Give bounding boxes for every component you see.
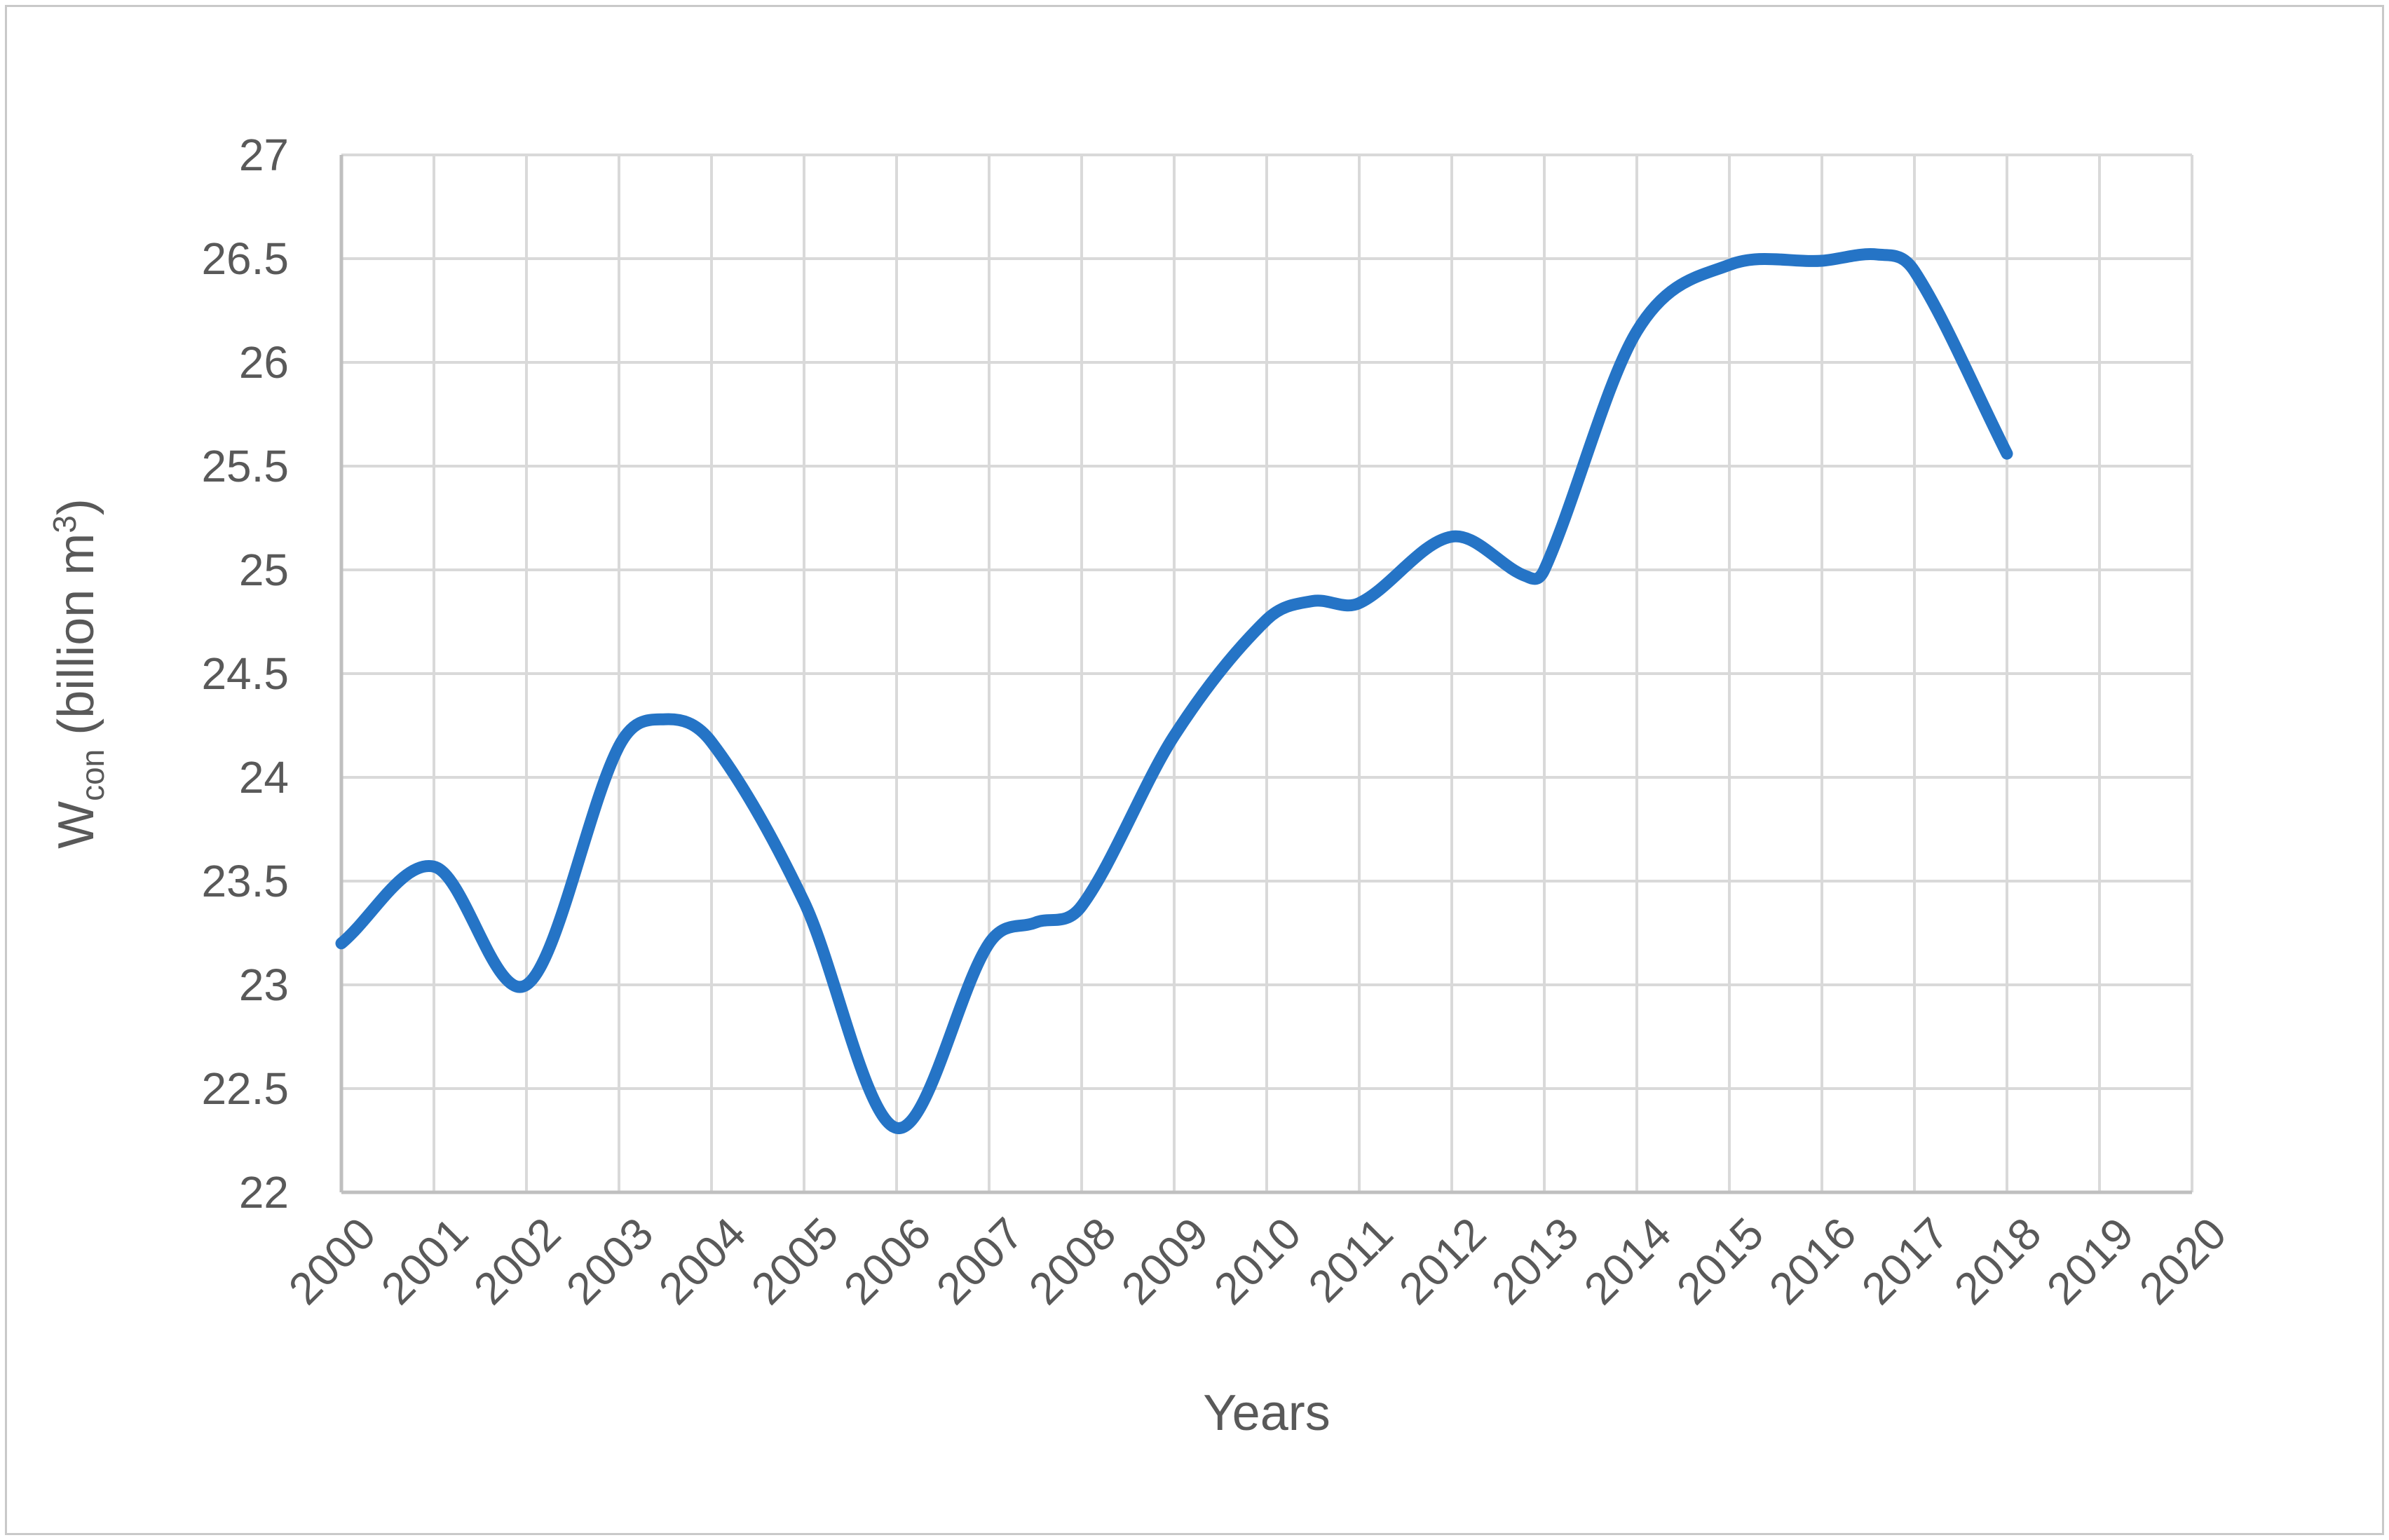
y-tick-label: 25 <box>238 545 289 595</box>
y-tick-label: 23.5 <box>201 856 289 906</box>
y-title-superscript: 3 <box>46 515 83 533</box>
y-axis-title: Wcon (billion m3) <box>46 498 111 849</box>
figure-border <box>5 5 2384 1535</box>
y-tick-label: 26 <box>238 337 289 388</box>
y-title-subscript: con <box>74 749 111 801</box>
y-tick-label: 24.5 <box>201 648 289 699</box>
y-tick-label: 24 <box>238 752 289 803</box>
y-tick-label: 22.5 <box>201 1063 289 1114</box>
y-title-main: W <box>48 800 104 849</box>
y-title-close: ) <box>48 498 104 516</box>
y-tick-label: 26.5 <box>201 233 289 284</box>
y-tick-label: 27 <box>238 130 289 180</box>
y-title-rest: (billion m <box>48 533 104 749</box>
y-tick-label: 23 <box>238 960 289 1010</box>
y-tick-label: 25.5 <box>201 441 289 491</box>
plot-area <box>335 154 2193 1194</box>
x-axis-title: Years <box>1203 1385 1330 1441</box>
data-series-line <box>335 248 2013 1134</box>
chart-canvas <box>335 154 2193 1194</box>
y-tick-label: 22 <box>238 1167 289 1218</box>
